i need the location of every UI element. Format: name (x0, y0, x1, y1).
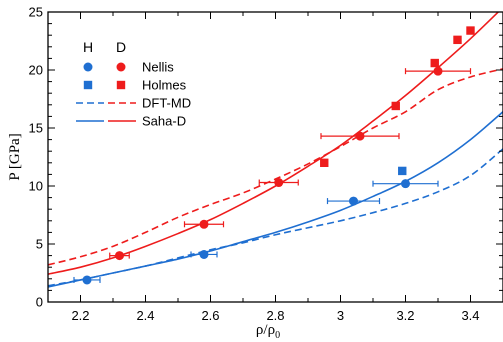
nellis-d-point (274, 178, 284, 188)
holmes-h-point (398, 166, 407, 176)
holmes-d-point (453, 35, 462, 45)
dft-md-h-curve (48, 148, 503, 287)
nellis-h-point (82, 275, 92, 285)
nellis-d-point (355, 131, 365, 141)
legend-nellis-h-symbol (83, 62, 93, 72)
x-axis-title-subscript: 0 (275, 330, 280, 341)
holmes-d-point (430, 58, 439, 68)
legend-holmes-label: Holmes (142, 78, 187, 93)
y-tick-label: 25 (29, 5, 43, 20)
legend-h-header: H (83, 39, 93, 55)
saha-d-h-curve (48, 111, 503, 288)
data-points (82, 26, 475, 285)
y-tick-label: 15 (29, 121, 43, 136)
nellis-h-point (349, 196, 358, 206)
holmes-d-point (466, 26, 475, 35)
legend-saha-d-label: Saha-D (142, 114, 186, 129)
legend-holmes-h-symbol (83, 80, 93, 90)
legend-holmes-d-symbol (116, 80, 126, 90)
x-tick-label: 2.8 (266, 308, 284, 323)
y-axis-title: P [GPa] (7, 133, 23, 180)
x-tick-label: 2.6 (201, 308, 219, 323)
legend-rows: Nellis Holmes DFT-MD Saha-D (76, 60, 191, 129)
legend: H D Nellis Holmes DFT-MD Saha-D (76, 39, 191, 129)
y-tick-labels: 0 5 10 15 20 25 (29, 5, 43, 310)
legend-nellis-d-symbol (116, 62, 126, 72)
dft-md-d-curve (48, 68, 503, 266)
legend-d-header: D (116, 39, 126, 55)
holmes-d-point (391, 101, 400, 111)
x-tick-label: 2.2 (71, 308, 89, 323)
legend-dft-md-label: DFT-MD (142, 96, 191, 111)
nellis-d-point (199, 219, 209, 229)
nellis-h-point (401, 179, 410, 189)
y-tick-label: 20 (29, 63, 43, 78)
series-lines (48, 12, 503, 288)
y-tick-label: 10 (29, 179, 43, 194)
nellis-d-point (115, 251, 124, 261)
x-tick-label: 3.2 (396, 308, 414, 323)
y-tick-label: 0 (36, 295, 43, 310)
nellis-d-point (433, 66, 443, 76)
x-tick-label: 2.4 (136, 308, 154, 323)
x-axis-title: ρ/ρ0 (256, 322, 280, 341)
legend-nellis-label: Nellis (142, 60, 174, 75)
axis-ticks (48, 11, 503, 303)
x-tick-label: 3.4 (461, 308, 479, 323)
x-tick-labels: 2.2 2.4 2.6 2.8 3 3.2 3.4 (71, 308, 479, 323)
holmes-d-point (320, 158, 329, 167)
x-axis-title-main: ρ/ρ (256, 322, 275, 338)
nellis-h-point (199, 249, 209, 259)
x-tick-label: 3 (337, 308, 344, 323)
y-tick-label: 5 (36, 237, 43, 252)
